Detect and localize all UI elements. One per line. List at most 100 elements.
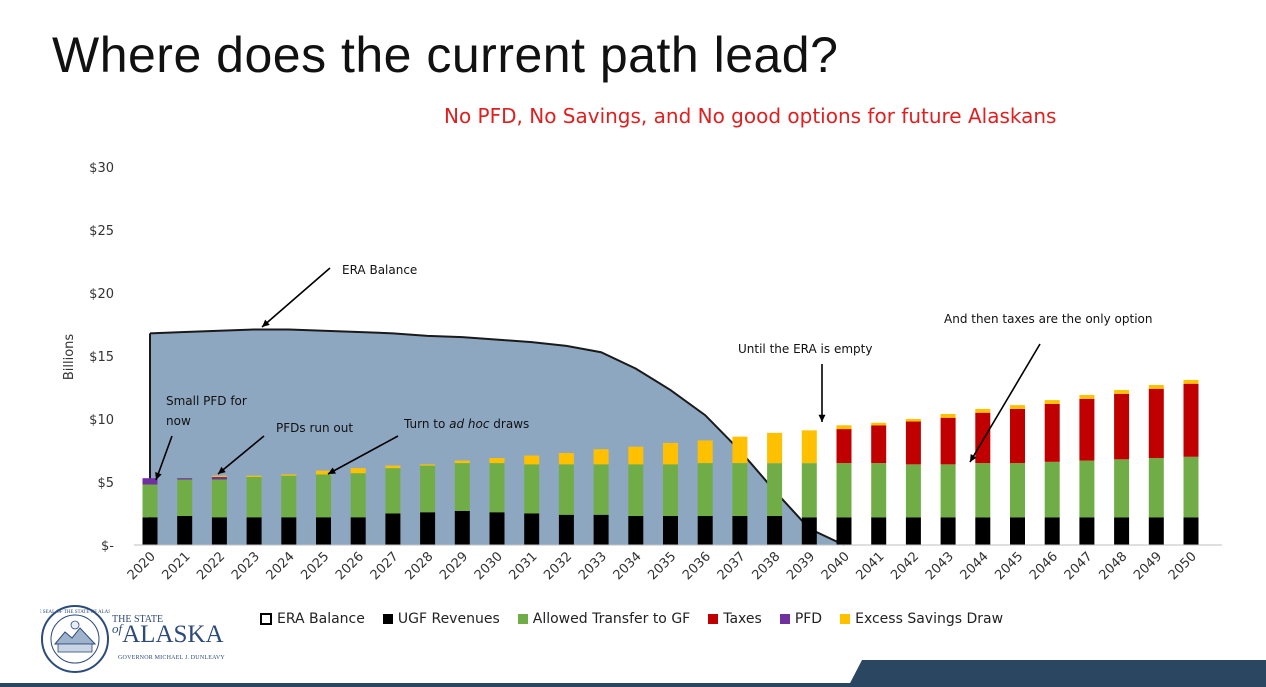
legend-swatch [840, 614, 851, 624]
bar-allowed-transfer-to-gf-2040 [836, 463, 852, 518]
bar-excess-savings-draw-2035 [663, 442, 678, 465]
arrow-taxes-only-option-head [970, 454, 977, 462]
y-axis-label: Billions [62, 334, 77, 381]
x-tick-label: 2027 [368, 549, 402, 583]
legend-label: Taxes [723, 611, 762, 627]
x-tick-label: 2036 [680, 549, 714, 583]
bar-allowed-transfer-to-gf-2024 [281, 475, 297, 518]
bar-allowed-transfer-to-gf-2032 [558, 464, 574, 515]
logo-alaska: ofALASKA [112, 621, 224, 648]
bar-taxes-2046 [1044, 403, 1060, 462]
bar-pfd-2020 [142, 478, 158, 485]
bar-ugf-revenues-2030 [489, 512, 505, 545]
bars-layer [142, 379, 1199, 545]
x-tick-label: 2022 [194, 549, 228, 583]
bar-excess-savings-draw-2037 [732, 436, 748, 464]
brand-bottom-line [0, 683, 1266, 687]
bar-allowed-transfer-to-gf-2022 [211, 479, 227, 518]
bar-ugf-revenues-2050 [1183, 517, 1199, 545]
bar-excess-savings-draw-2029 [454, 460, 470, 464]
bar-taxes-2049 [1148, 388, 1164, 459]
legend-swatch [260, 613, 272, 625]
bar-excess-savings-draw-2027 [385, 465, 401, 469]
legend-item: UGF Revenues [382, 611, 500, 627]
bar-taxes-2043 [940, 417, 956, 465]
legend-swatch [517, 614, 528, 624]
bar-excess-savings-draw-2050 [1183, 379, 1199, 384]
x-tick-label: 2045 [992, 549, 1026, 583]
brand-banner [848, 660, 1266, 687]
bar-allowed-transfer-to-gf-2035 [663, 464, 678, 517]
bar-allowed-transfer-to-gf-2027 [385, 468, 401, 514]
annotation-small-pfd-line2: now [166, 414, 191, 428]
bar-taxes-2042 [905, 421, 921, 465]
arrow-small-pfd [155, 435, 173, 481]
x-tick-label: 2037 [715, 549, 749, 583]
bar-excess-savings-draw-2034 [628, 446, 644, 465]
annotation-until-era-empty: Until the ERA is empty [738, 342, 872, 356]
bar-ugf-revenues-2041 [871, 517, 887, 545]
bar-ugf-revenues-2046 [1044, 517, 1060, 545]
legend-label: ERA Balance [277, 611, 365, 627]
bar-ugf-revenues-2025 [316, 517, 331, 545]
bar-ugf-revenues-2031 [524, 513, 540, 545]
bar-excess-savings-draw-2023 [246, 475, 262, 477]
bar-excess-savings-draw-2042 [905, 419, 921, 422]
bar-excess-savings-draw-2028 [420, 464, 436, 466]
bar-ugf-revenues-2032 [558, 514, 574, 545]
legend-item: Excess Savings Draw [840, 611, 1003, 627]
x-tick-label: 2047 [1062, 549, 1096, 583]
arrow-pfds-run-out [217, 435, 265, 475]
bar-excess-savings-draw-2038 [767, 432, 783, 464]
x-tick-label: 2042 [888, 549, 922, 583]
bar-ugf-revenues-2034 [628, 516, 644, 545]
x-tick-label: 2025 [298, 549, 332, 583]
bar-taxes-2048 [1114, 393, 1130, 460]
annotations-layer: ERA Balance Small PFD for now PFDs run out T… [155, 263, 1152, 481]
bar-pfd-2022 [211, 476, 227, 480]
bar-ugf-revenues-2039 [801, 517, 817, 545]
svg-text:THE SEAL OF THE STATE OF ALASK: THE SEAL OF THE STATE OF ALASKA [40, 610, 110, 615]
bar-allowed-transfer-to-gf-2026 [350, 473, 366, 518]
legend-label: Allowed Transfer to GF [532, 611, 691, 627]
bar-allowed-transfer-to-gf-2025 [316, 474, 331, 518]
legend-swatch [779, 614, 790, 624]
bar-allowed-transfer-to-gf-2049 [1148, 458, 1164, 518]
bar-ugf-revenues-2045 [1010, 517, 1025, 545]
bar-excess-savings-draw-2040 [836, 425, 852, 430]
bar-ugf-revenues-2028 [420, 512, 436, 545]
alaska-seal-logo: THE SEAL OF THE STATE OF ALASKA [32, 604, 119, 679]
bar-ugf-revenues-2022 [211, 517, 227, 545]
x-tick-label: 2021 [160, 549, 194, 583]
legend-label: UGF Revenues [397, 611, 500, 627]
x-tick-label: 2046 [1027, 549, 1061, 583]
bar-ugf-revenues-2037 [732, 516, 748, 545]
bar-pfd-2021 [177, 478, 193, 480]
x-tick-label: 2040 [819, 549, 853, 583]
arrow-ad-hoc-draws-head [328, 467, 336, 474]
bar-excess-savings-draw-2039 [801, 430, 817, 464]
bar-excess-savings-draw-2030 [489, 458, 505, 464]
legend-item: ERA Balance [260, 611, 365, 627]
chart-legend: ERA Balance UGF Revenues Allowed Transfer … [260, 611, 1003, 627]
bar-allowed-transfer-to-gf-2039 [801, 463, 817, 518]
bar-allowed-transfer-to-gf-2047 [1079, 460, 1095, 518]
bar-ugf-revenues-2026 [350, 517, 366, 545]
bar-ugf-revenues-2033 [593, 514, 609, 545]
y-tick-label: $20 [89, 287, 114, 302]
bar-excess-savings-draw-2049 [1148, 384, 1164, 389]
logo-governor: GOVERNOR MICHAEL J. DUNLEAVY [118, 655, 225, 661]
bar-taxes-2050 [1183, 383, 1199, 457]
bar-ugf-revenues-2023 [246, 517, 262, 545]
era-balance-line [149, 328, 845, 546]
logo-the-state: THE STATE [112, 614, 164, 625]
x-tick-label: 2035 [645, 549, 679, 583]
arrow-pfds-run-out-head [218, 466, 226, 474]
annotation-era-balance: ERA Balance [342, 263, 417, 277]
bar-taxes-2040 [836, 429, 852, 464]
bar-allowed-transfer-to-gf-2030 [489, 463, 505, 513]
bar-ugf-revenues-2021 [177, 516, 193, 545]
bar-allowed-transfer-to-gf-2041 [871, 463, 887, 518]
bar-ugf-revenues-2048 [1114, 517, 1130, 545]
